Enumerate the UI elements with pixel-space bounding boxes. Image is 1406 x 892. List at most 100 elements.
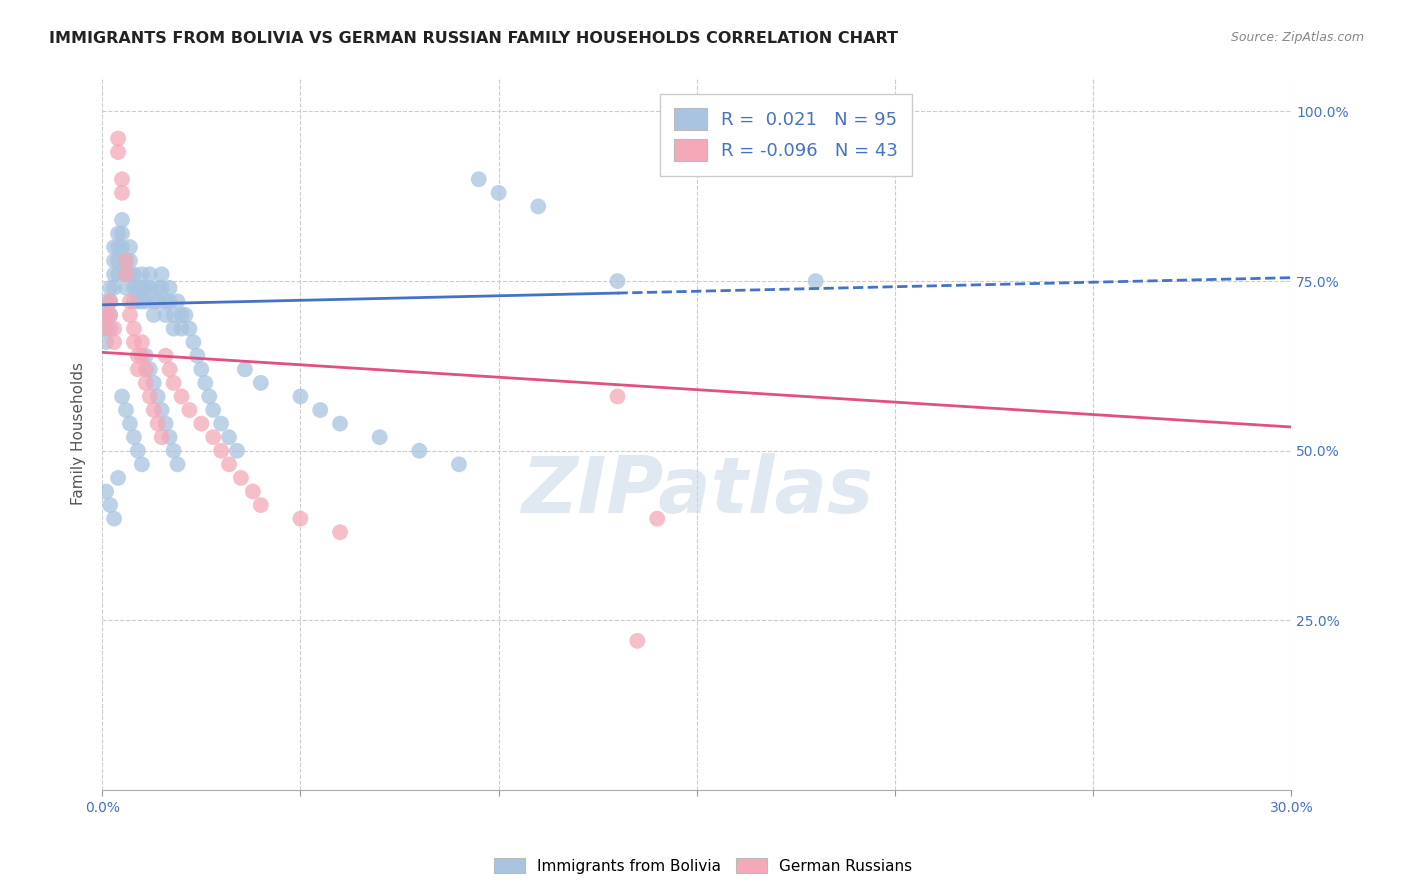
Point: [179, 321, 201, 335]
Point: [139, 267, 162, 281]
Point: [139, 389, 162, 403]
Point: [329, 525, 352, 540]
Legend: Immigrants from Bolivia, German Russians: Immigrants from Bolivia, German Russians: [488, 852, 918, 880]
Point: [139, 281, 162, 295]
Point: [103, 267, 125, 281]
Point: [162, 376, 184, 390]
Point: [174, 308, 197, 322]
Point: [155, 417, 177, 431]
Point: [96, 321, 118, 335]
Point: [98, 294, 121, 309]
Point: [115, 281, 138, 295]
Point: [309, 403, 332, 417]
Point: [115, 267, 138, 281]
Point: [127, 294, 149, 309]
Point: [155, 349, 177, 363]
Point: [183, 335, 205, 350]
Point: [329, 417, 352, 431]
Point: [159, 294, 181, 309]
Point: [218, 458, 240, 472]
Point: [142, 376, 165, 390]
Point: [122, 294, 145, 309]
Point: [122, 430, 145, 444]
Point: [150, 281, 173, 295]
Point: [98, 498, 121, 512]
Point: [96, 294, 118, 309]
Point: [111, 240, 134, 254]
Point: [146, 417, 169, 431]
Point: [249, 376, 271, 390]
Point: [135, 349, 157, 363]
Point: [131, 458, 153, 472]
Y-axis label: Family Households: Family Households: [72, 362, 86, 505]
Point: [150, 403, 173, 417]
Point: [135, 281, 157, 295]
Point: [447, 458, 470, 472]
Point: [135, 362, 157, 376]
Point: [127, 349, 149, 363]
Point: [186, 349, 208, 363]
Point: [131, 349, 153, 363]
Point: [127, 281, 149, 295]
Point: [111, 389, 134, 403]
Point: [408, 443, 430, 458]
Point: [804, 274, 827, 288]
Text: Source: ZipAtlas.com: Source: ZipAtlas.com: [1230, 31, 1364, 45]
Point: [98, 308, 121, 322]
Point: [107, 131, 129, 145]
Point: [202, 403, 225, 417]
Point: [107, 471, 129, 485]
Point: [118, 240, 141, 254]
Point: [131, 335, 153, 350]
Point: [233, 362, 256, 376]
Point: [107, 253, 129, 268]
Point: [209, 417, 232, 431]
Point: [166, 294, 188, 309]
Point: [150, 267, 173, 281]
Point: [159, 362, 181, 376]
Point: [150, 430, 173, 444]
Text: IMMIGRANTS FROM BOLIVIA VS GERMAN RUSSIAN FAMILY HOUSEHOLDS CORRELATION CHART: IMMIGRANTS FROM BOLIVIA VS GERMAN RUSSIA…: [49, 31, 898, 46]
Point: [226, 443, 249, 458]
Point: [202, 430, 225, 444]
Point: [107, 240, 129, 254]
Point: [103, 240, 125, 254]
Point: [96, 484, 118, 499]
Point: [162, 321, 184, 335]
Point: [115, 403, 138, 417]
Point: [96, 308, 118, 322]
Point: [131, 267, 153, 281]
Point: [103, 253, 125, 268]
Point: [122, 321, 145, 335]
Point: [146, 281, 169, 295]
Point: [118, 308, 141, 322]
Point: [249, 498, 271, 512]
Point: [190, 362, 212, 376]
Legend: R =  0.021   N = 95, R = -0.096   N = 43: R = 0.021 N = 95, R = -0.096 N = 43: [659, 94, 912, 176]
Point: [98, 308, 121, 322]
Point: [194, 376, 217, 390]
Point: [98, 294, 121, 309]
Text: ZIPatlas: ZIPatlas: [520, 453, 873, 529]
Point: [115, 253, 138, 268]
Point: [179, 403, 201, 417]
Point: [218, 430, 240, 444]
Point: [488, 186, 510, 200]
Point: [146, 389, 169, 403]
Point: [98, 321, 121, 335]
Point: [131, 281, 153, 295]
Point: [190, 417, 212, 431]
Point: [146, 294, 169, 309]
Point: [159, 281, 181, 295]
Point: [135, 294, 157, 309]
Point: [162, 308, 184, 322]
Point: [155, 294, 177, 309]
Point: [96, 335, 118, 350]
Point: [96, 321, 118, 335]
Point: [142, 308, 165, 322]
Point: [122, 281, 145, 295]
Point: [170, 308, 193, 322]
Point: [111, 172, 134, 186]
Point: [111, 213, 134, 227]
Point: [98, 281, 121, 295]
